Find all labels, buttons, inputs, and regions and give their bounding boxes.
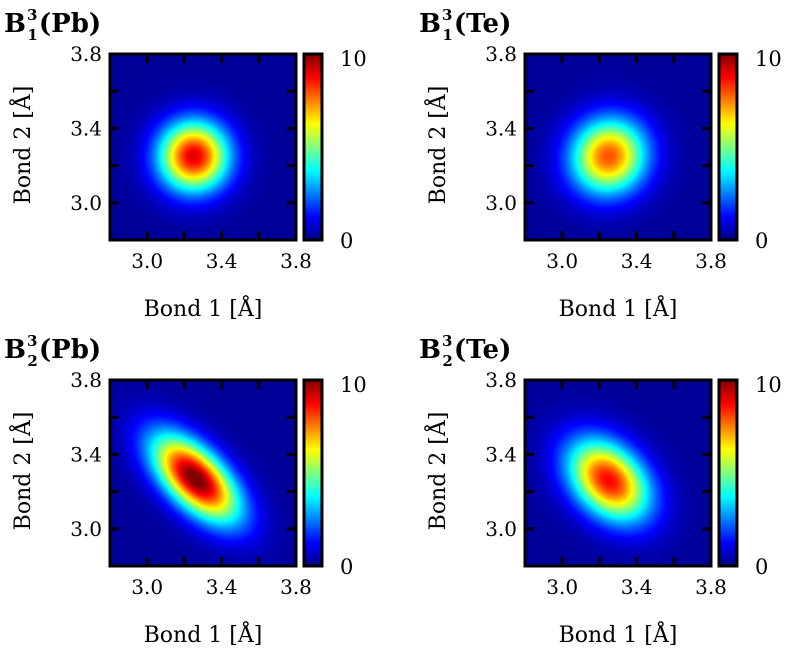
heatmap-image xyxy=(110,54,296,240)
colorbar-frame xyxy=(302,378,324,568)
heatmap-image xyxy=(110,380,296,566)
x-tick-label: 3.8 xyxy=(280,575,312,599)
x-tick-label: 3.8 xyxy=(280,249,312,273)
panel-title-sup: 3 xyxy=(442,6,452,24)
colorbar-max-label: 10 xyxy=(755,47,782,71)
panel-title-sub: 2 xyxy=(442,352,452,370)
y-tick-label: 3.4 xyxy=(485,116,517,140)
y-axis-label: Bond 2 [Å] xyxy=(8,86,36,205)
x-axis-label: Bond 1 [Å] xyxy=(559,294,678,322)
y-tick-label: 3.0 xyxy=(70,191,102,215)
axes-frame xyxy=(523,52,713,242)
y-tick-label: 3.8 xyxy=(485,42,517,66)
panel-title-sub: 1 xyxy=(27,26,37,44)
x-tick-label: 3.0 xyxy=(131,575,163,599)
heatmap-panel-3: B3 2(Pb) 3.0 3.4 3.8 3.0 3.4 3.8 Bond 1 [Å] Bond … xyxy=(4,332,367,648)
x-tick-label: 3.0 xyxy=(131,249,163,273)
colorbar-gradient xyxy=(304,380,322,566)
colorbar-min-label: 0 xyxy=(755,555,768,579)
y-tick-label: 3.8 xyxy=(70,368,102,392)
x-tick-label: 3.0 xyxy=(546,249,578,273)
panel-title-base: B xyxy=(4,335,26,365)
y-tick-label: 3.8 xyxy=(70,42,102,66)
y-tick-label: 3.4 xyxy=(70,442,102,466)
heatmap-image xyxy=(525,54,711,240)
panel-title-species: (Te) xyxy=(454,335,512,365)
x-tick-label: 3.4 xyxy=(206,249,238,273)
colorbar-min-label: 0 xyxy=(340,555,353,579)
heatmap-panel-2: B3 1(Te) 3.0 3.4 3.8 3.0 3.4 3.8 Bond 1 [Å] Bond … xyxy=(419,6,782,322)
x-axis-label: Bond 1 [Å] xyxy=(144,294,263,322)
y-tick-label: 3.4 xyxy=(70,116,102,140)
x-axis-label: Bond 1 [Å] xyxy=(144,620,263,648)
panel-title-sup: 3 xyxy=(442,332,452,350)
y-tick-label: 3.0 xyxy=(70,517,102,541)
panel-title-species: (Pb) xyxy=(39,335,101,365)
panel-title-sub: 2 xyxy=(27,352,37,370)
axes-frame xyxy=(108,52,298,242)
colorbar-frame xyxy=(717,378,739,568)
x-tick-label: 3.0 xyxy=(546,575,578,599)
y-axis-label: Bond 2 [Å] xyxy=(8,412,36,531)
y-tick-label: 3.8 xyxy=(485,368,517,392)
heatmap-panel-4: B3 2(Te) 3.0 3.4 3.8 3.0 3.4 3.8 Bond 1 [Å] Bond … xyxy=(419,332,782,648)
panel-title-species: (Te) xyxy=(454,9,512,39)
panel-title-sup: 3 xyxy=(27,6,37,24)
colorbar-frame xyxy=(302,52,324,242)
panel-title-species: (Pb) xyxy=(39,9,101,39)
colorbar-gradient xyxy=(719,54,737,240)
colorbar-max-label: 10 xyxy=(340,47,367,71)
colorbar-max-label: 10 xyxy=(755,373,782,397)
x-tick-label: 3.4 xyxy=(206,575,238,599)
colorbar-min-label: 0 xyxy=(340,229,353,253)
y-axis-label: Bond 2 [Å] xyxy=(423,86,451,205)
colorbar-frame xyxy=(717,52,739,242)
x-tick-label: 3.8 xyxy=(695,249,727,273)
x-axis-label: Bond 1 [Å] xyxy=(559,620,678,648)
y-tick-label: 3.0 xyxy=(485,517,517,541)
panel-title-sup: 3 xyxy=(27,332,37,350)
panel-title-sub: 1 xyxy=(442,26,452,44)
x-tick-label: 3.4 xyxy=(621,575,653,599)
panel-title: B3 1(Te) xyxy=(419,6,511,44)
panel-title-base: B xyxy=(4,9,26,39)
x-tick-label: 3.8 xyxy=(695,575,727,599)
panel-title: B3 2(Te) xyxy=(419,332,511,370)
panel-title-base: B xyxy=(419,335,441,365)
y-axis-label: Bond 2 [Å] xyxy=(423,412,451,531)
colorbar-max-label: 10 xyxy=(340,373,367,397)
panel-title-base: B xyxy=(419,9,441,39)
axes-frame xyxy=(108,378,298,568)
y-tick-label: 3.4 xyxy=(485,442,517,466)
axes-frame xyxy=(523,378,713,568)
panel-title: B3 2(Pb) xyxy=(4,332,101,370)
colorbar-gradient xyxy=(719,380,737,566)
x-tick-label: 3.4 xyxy=(621,249,653,273)
panel-title: B3 1(Pb) xyxy=(4,6,101,44)
heatmap-image xyxy=(525,380,711,566)
heatmap-panel-1: B3 1(Pb) 3.0 3.4 3.8 3.0 3.4 3.8 Bond 1 [Å] Bond … xyxy=(4,6,367,322)
colorbar-gradient xyxy=(304,54,322,240)
y-tick-label: 3.0 xyxy=(485,191,517,215)
colorbar-min-label: 0 xyxy=(755,229,768,253)
